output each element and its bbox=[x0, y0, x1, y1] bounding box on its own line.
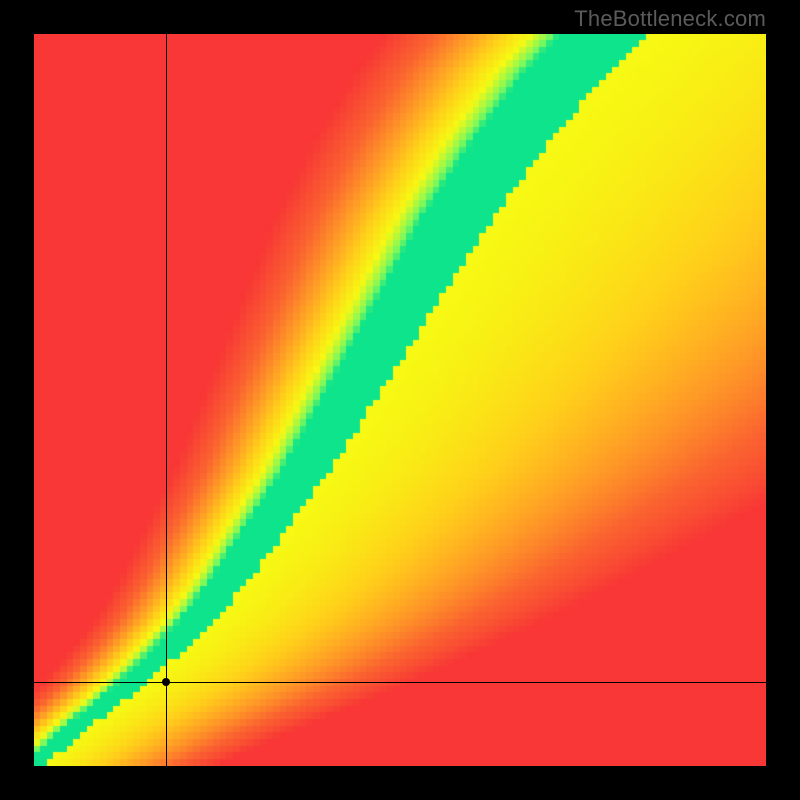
watermark-text: TheBottleneck.com bbox=[574, 6, 766, 32]
marker-dot bbox=[162, 678, 170, 686]
chart-container: TheBottleneck.com bbox=[0, 0, 800, 800]
heatmap-canvas bbox=[34, 34, 766, 766]
crosshair-horizontal bbox=[34, 682, 766, 683]
crosshair-vertical bbox=[166, 34, 167, 766]
